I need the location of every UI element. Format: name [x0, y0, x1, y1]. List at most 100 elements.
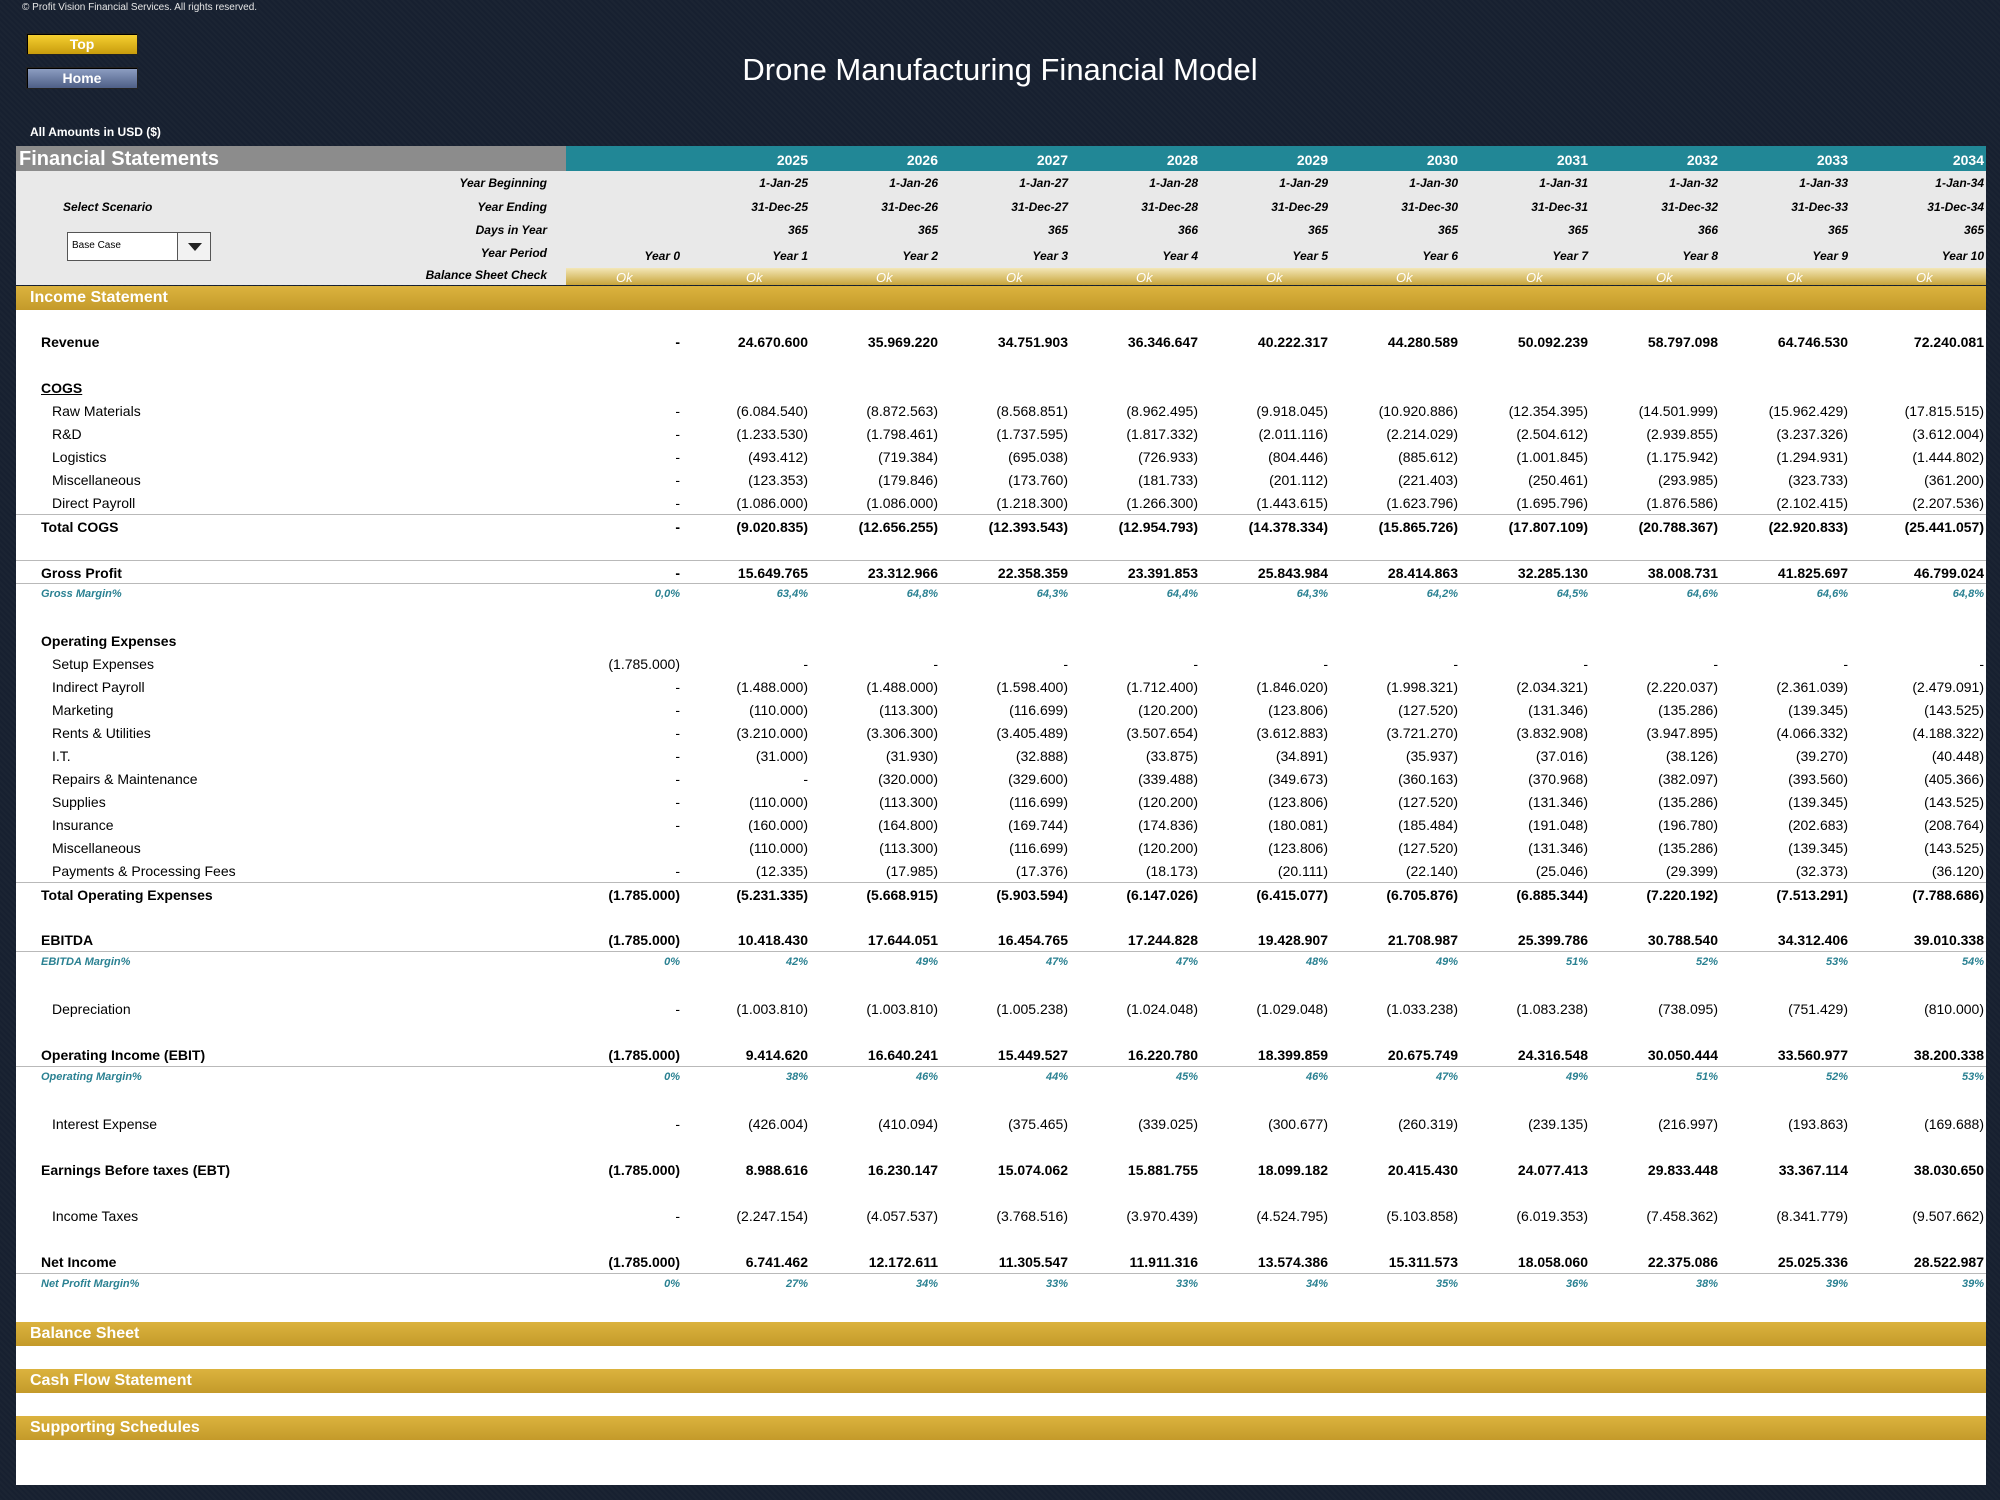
- row-value: -: [675, 702, 680, 718]
- row-value: (339.025): [1138, 1116, 1198, 1132]
- row-value: (37.016): [1535, 748, 1588, 764]
- year-days-value: 365: [917, 223, 938, 237]
- table-row: Revenue - 24.670.600 35.969.220 34.751.903 36…: [16, 330, 1986, 353]
- table-row: COGS: [16, 376, 1986, 399]
- row-value: (113.300): [879, 702, 938, 718]
- row-value: (1.266.300): [1126, 495, 1198, 511]
- row-label: Logistics: [52, 449, 107, 465]
- table-row: Interest Expense - (426.004) (410.094) (375.…: [16, 1112, 1986, 1135]
- table-row: Depreciation - (1.003.810) (1.003.810) (1.00…: [16, 997, 1986, 1020]
- income-statement-bar[interactable]: Income Statement: [16, 286, 1986, 310]
- row-value: (12.393.543): [988, 519, 1068, 535]
- row-value: 46.799.024: [1913, 565, 1984, 581]
- year-begin-value: 1-Jan-27: [1019, 176, 1068, 190]
- timeline-panel: Year Beginning Year Ending Days in Year …: [16, 171, 1986, 285]
- row-value: (1.488.000): [736, 679, 808, 695]
- row-value: (31.930): [885, 748, 938, 764]
- row-value: 20.675.749: [1387, 1047, 1458, 1063]
- row-value: (32.888): [1015, 748, 1068, 764]
- row-value: (1.488.000): [866, 679, 938, 695]
- row-value: 30.050.444: [1647, 1047, 1718, 1063]
- year-header-2033: 2033: [1816, 152, 1848, 168]
- select-scenario-label: Select Scenario: [63, 200, 153, 214]
- page-title: Drone Manufacturing Financial Model: [742, 52, 1258, 87]
- row-value: (18.173): [1145, 863, 1198, 879]
- top-button[interactable]: Top: [26, 33, 138, 55]
- row-value: (3.832.908): [1516, 725, 1588, 741]
- row-value: (2.479.091): [1912, 679, 1984, 695]
- cash-flow-bar[interactable]: Cash Flow Statement: [16, 1369, 1986, 1393]
- row-value: (116.699): [1009, 702, 1068, 718]
- row-label: Direct Payroll: [52, 495, 136, 511]
- row-value: (113.300): [879, 840, 938, 856]
- year-end-value: 31-Dec-32: [1661, 200, 1718, 214]
- table-row: Operating Income (EBIT) (1.785.000) 9.414.…: [16, 1043, 1986, 1066]
- year-begin-value: 1-Jan-29: [1279, 176, 1328, 190]
- row-value: (1.623.796): [1386, 495, 1458, 511]
- row-value: (196.780): [1658, 817, 1718, 833]
- row-value: -: [1843, 656, 1848, 672]
- year-period-value: Year 9: [1812, 249, 1848, 263]
- row-value: (123.806): [1268, 794, 1328, 810]
- row-value: 64,6%: [1816, 588, 1848, 600]
- row-value: (1.218.300): [996, 495, 1068, 511]
- row-value: (1.598.400): [996, 679, 1068, 695]
- row-value: (39.270): [1795, 748, 1848, 764]
- row-value: (3.970.439): [1126, 1208, 1198, 1224]
- row-value: 9.414.620: [745, 1047, 808, 1063]
- home-button[interactable]: Home: [26, 67, 138, 89]
- supporting-schedules-bar[interactable]: Supporting Schedules: [16, 1416, 1986, 1440]
- row-value: (33.875): [1145, 748, 1198, 764]
- row-value: 0%: [664, 1071, 680, 1083]
- row-value: 17.644.051: [867, 932, 938, 948]
- row-value: (339.488): [1138, 771, 1198, 787]
- table-row: Net Income (1.785.000) 6.741.462 12.172.611…: [16, 1250, 1986, 1273]
- row-value: (810.000): [1924, 1001, 1984, 1017]
- row-label: Operating Income (EBIT): [41, 1047, 206, 1063]
- table-row: Insurance - (160.000) (164.800) (169.744) (17…: [16, 813, 1986, 836]
- row-value: (719.384): [878, 449, 938, 465]
- row-value: (6.885.344): [1516, 887, 1588, 903]
- chevron-down-icon[interactable]: [177, 233, 210, 260]
- row-value: (25.046): [1535, 863, 1588, 879]
- row-value: 64,2%: [1426, 588, 1458, 600]
- year-end-value: 31-Dec-26: [881, 200, 938, 214]
- balance-sheet-bar[interactable]: Balance Sheet: [16, 1322, 1986, 1346]
- row-value: -: [675, 817, 680, 833]
- year-beginning-label: Year Beginning: [459, 176, 547, 190]
- year-header-2032: 2032: [1686, 152, 1718, 168]
- row-value: (135.286): [1658, 794, 1718, 810]
- row-value: (40.448): [1931, 748, 1984, 764]
- row-value: (4.066.332): [1776, 725, 1848, 741]
- year-header-2034: 2034: [1952, 152, 1984, 168]
- row-value: (360.163): [1398, 771, 1458, 787]
- balance-check-ok: Ok: [1526, 270, 1543, 285]
- row-value: 27%: [785, 1278, 808, 1290]
- row-label: EBITDA Margin%: [41, 956, 131, 968]
- row-value: -: [1323, 656, 1328, 672]
- row-value: (1.737.595): [996, 426, 1068, 442]
- row-value: (6.147.026): [1126, 887, 1198, 903]
- row-value: 50.092.239: [1517, 334, 1588, 350]
- row-value: 53%: [1961, 1071, 1984, 1083]
- row-value: (5.231.335): [736, 887, 808, 903]
- row-value: (169.688): [1924, 1116, 1984, 1132]
- row-value: (1.003.810): [866, 1001, 938, 1017]
- row-value: 0%: [664, 956, 680, 968]
- row-value: (5.668.915): [866, 887, 938, 903]
- row-value: -: [675, 403, 680, 419]
- row-label: Supplies: [52, 794, 106, 810]
- row-value: 47%: [1045, 956, 1068, 968]
- row-value: (110.000): [749, 794, 808, 810]
- table-row: EBITDA (1.785.000) 10.418.430 17.644.051 16.…: [16, 928, 1986, 951]
- financial-statements-title: Financial Statements: [19, 148, 220, 170]
- scenario-select[interactable]: Base Case: [67, 232, 211, 261]
- row-value: 11.911.316: [1129, 1254, 1198, 1270]
- row-label: Operating Expenses: [41, 633, 177, 649]
- year-begin-value: 1-Jan-34: [1935, 176, 1984, 190]
- row-value: 23.391.853: [1127, 565, 1198, 581]
- year-begin-value: 1-Jan-28: [1149, 176, 1198, 190]
- row-value: (15.962.429): [1768, 403, 1848, 419]
- year-period-value: Year 8: [1682, 249, 1718, 263]
- row-value: (1.785.000): [608, 656, 680, 672]
